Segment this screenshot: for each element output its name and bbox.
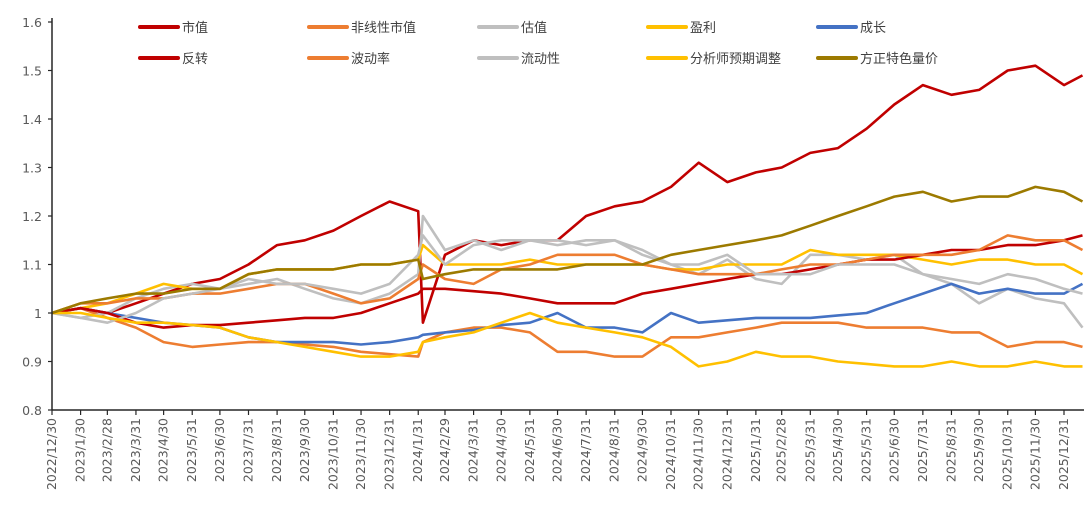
legend-label: 成长 xyxy=(860,21,886,36)
y-tick-label: 1.3 xyxy=(22,161,42,176)
legend-label: 盈利 xyxy=(690,21,716,36)
x-tick-label: 2024/12/31 xyxy=(719,418,734,490)
series-line-9 xyxy=(52,311,1083,368)
series-line-6 xyxy=(51,234,1083,329)
y-tick-label: 1 xyxy=(34,306,42,321)
x-tick-label: 2024/4/30 xyxy=(493,418,508,482)
x-tick-label: 2023/7/31 xyxy=(240,418,255,482)
x-tick-label: 2023/10/31 xyxy=(325,418,340,490)
x-tick-label: 2025/1/31 xyxy=(748,418,763,482)
x-tick-label: 2025/4/30 xyxy=(830,418,845,482)
x-tick-label: 2023/12/31 xyxy=(382,418,397,490)
legend-item: 分析师预期调整 xyxy=(646,52,781,67)
x-tick-label: 2025/2/28 xyxy=(774,418,789,482)
legend-label: 非线性市值 xyxy=(351,20,416,36)
series-line-7 xyxy=(51,234,1084,315)
legend-item: 估值 xyxy=(477,20,547,36)
x-tick-label: 2024/8/31 xyxy=(607,418,622,482)
legend-item: 反转 xyxy=(138,52,208,67)
legend-label: 反转 xyxy=(182,52,208,67)
legend-label: 波动率 xyxy=(351,51,390,67)
legend-label: 流动性 xyxy=(521,52,560,67)
x-tick-label: 2025/9/30 xyxy=(971,418,986,482)
x-tick-label: 2023/9/30 xyxy=(297,418,312,482)
legend-item: 方正特色量价 xyxy=(816,51,938,67)
legend-label: 分析师预期调整 xyxy=(690,52,781,67)
x-tick-label: 2024/10/31 xyxy=(663,418,678,490)
x-tick-label: 2023/2/28 xyxy=(99,418,114,482)
legend-label: 方正特色量价 xyxy=(860,51,938,67)
x-tick-label: 2025/8/31 xyxy=(943,418,958,482)
x-tick-label: 2022/12/30 xyxy=(44,418,59,490)
y-tick-label: 1.2 xyxy=(22,209,42,224)
y-tick-label: 1.4 xyxy=(22,112,42,127)
legend-item: 波动率 xyxy=(307,51,390,67)
legend-item: 成长 xyxy=(816,21,886,36)
series-group xyxy=(51,64,1084,368)
x-tick-label: 2023/11/30 xyxy=(353,418,368,490)
x-tick-label: 2024/7/31 xyxy=(578,418,593,482)
x-tick-label: 2025/5/31 xyxy=(859,418,874,482)
series-line-2 xyxy=(51,306,1083,358)
y-tick-label: 0.8 xyxy=(22,403,42,418)
x-tick-label: 2023/6/30 xyxy=(212,418,227,482)
x-tick-label: 2023/8/31 xyxy=(269,418,284,482)
x-tick-label: 2025/3/31 xyxy=(802,418,817,482)
x-tick-label: 2024/11/30 xyxy=(691,418,706,490)
axes: 0.8 0.9 1 1.1 1.2 1.3 1.4 1.5 1.6 2022/12/30 2023/… xyxy=(22,15,1084,490)
legend-label: 估值 xyxy=(521,20,547,36)
y-tick-label: 1.1 xyxy=(22,258,42,273)
legend-item: 流动性 xyxy=(477,52,560,67)
x-tick-label: 2025/12/31 xyxy=(1056,418,1071,490)
legend-label: 市值 xyxy=(182,20,208,36)
x-tick-label: 2025/10/31 xyxy=(1000,418,1015,490)
legend-item: 非线性市值 xyxy=(307,20,416,36)
legend-item: 盈利 xyxy=(646,21,716,36)
x-tick-label: 2024/5/31 xyxy=(522,418,537,482)
x-tick-label: 2024/2/29 xyxy=(437,418,452,482)
x-tick-label: 2023/5/31 xyxy=(184,418,199,482)
x-tick-label: 2024/3/31 xyxy=(466,418,481,482)
y-tick-label: 0.9 xyxy=(22,355,42,370)
series-line-3 xyxy=(51,214,1084,329)
x-tick-label: 2025/7/31 xyxy=(915,418,930,482)
series-line-8 xyxy=(51,234,1083,325)
x-tick-label: 2024/1/31 xyxy=(410,418,425,482)
y-tick-label: 1.5 xyxy=(22,64,42,79)
series-line-10 xyxy=(51,185,1084,315)
x-tick-label: 2024/9/30 xyxy=(634,418,649,482)
x-tick-label: 2023/1/30 xyxy=(73,418,88,482)
x-tick-label: 2025/11/30 xyxy=(1027,418,1042,490)
x-tick-label: 2023/3/31 xyxy=(128,418,143,482)
x-tick-label: 2023/4/30 xyxy=(156,418,171,482)
x-tick-label: 2024/6/30 xyxy=(550,418,565,482)
y-tick-label: 1.6 xyxy=(22,15,42,30)
legend-item: 市值 xyxy=(138,20,208,36)
x-tick-label: 2025/6/30 xyxy=(886,418,901,482)
